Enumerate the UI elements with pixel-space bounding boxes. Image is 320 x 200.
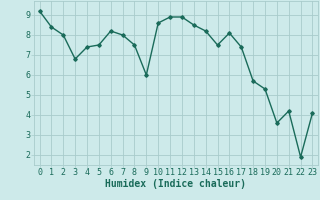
X-axis label: Humidex (Indice chaleur): Humidex (Indice chaleur) (106, 179, 246, 189)
